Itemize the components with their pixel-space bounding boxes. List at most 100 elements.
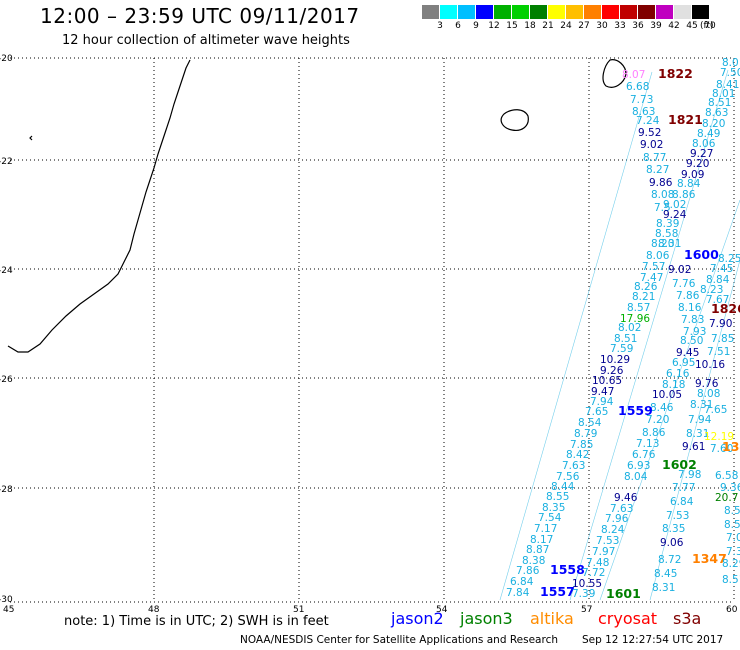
colorbar-label: 42 xyxy=(668,21,680,31)
wave-height-label: 8.44 xyxy=(551,481,575,493)
wave-height-label: 7.76 xyxy=(672,278,696,290)
wave-height-label: 7.86 xyxy=(516,565,540,577)
colorbar-label: 12 xyxy=(488,21,500,31)
wave-height-label: 8.17 xyxy=(530,534,553,546)
wave-height-label: 7.97 xyxy=(592,546,615,558)
wave-height-label: 7.65 xyxy=(585,406,608,418)
wave-height-label: 8.0 xyxy=(722,57,739,69)
wave-height-label: 8.63 xyxy=(632,106,655,118)
wave-height-label: 9.86 xyxy=(649,177,673,189)
wave-height-label: 9.24 xyxy=(663,209,687,221)
legend-item-jason2: jason2 xyxy=(391,609,444,628)
grid-lines xyxy=(10,58,734,602)
wave-height-label: 9.46 xyxy=(614,492,638,504)
wave-height-label: 10.29 xyxy=(600,354,630,366)
wave-height-label: 8.86 xyxy=(642,427,666,439)
wave-height-label: 8.06 xyxy=(646,250,670,262)
wave-height-label: 7.5 xyxy=(654,202,671,214)
wave-height-label: 9.26 xyxy=(600,365,624,377)
latitude-label: -28 xyxy=(0,485,13,495)
wave-height-label: 7.90 xyxy=(709,318,732,330)
wave-height-label: 8.84 xyxy=(706,274,730,286)
wave-height-label: 8.39 xyxy=(656,218,679,230)
colorbar-label: 36 xyxy=(632,21,644,31)
wave-height-label: 8.06 xyxy=(692,138,716,150)
wave-height-label: 8.45 xyxy=(654,568,677,580)
longitude-labels: 45 48 51 54 57 60 xyxy=(3,605,738,615)
colorbar-label: 39 xyxy=(650,21,662,31)
wave-height-label: 7.83 xyxy=(681,314,704,326)
wave-height-label: 1600 xyxy=(684,247,719,262)
wave-height-label: 6.76 xyxy=(632,449,656,461)
wave-height-label: 8.57 xyxy=(627,302,650,314)
colorbar-cell xyxy=(656,5,674,19)
wave-height-label: 8.18 xyxy=(662,379,685,391)
wave-height-label: 7.53 xyxy=(596,535,619,547)
wave-height-label: 1602 xyxy=(662,457,697,472)
wave-height-label: 1826 xyxy=(711,301,740,316)
colorbar-label: 18 xyxy=(524,21,536,31)
longitude-label: 57 xyxy=(581,605,592,615)
wave-height-labels: 8.07.5018228.078.416.688.017.738.518.638… xyxy=(506,57,740,601)
wave-height-label: 8.31 xyxy=(652,582,675,594)
wave-height-label: 8.20 xyxy=(702,118,725,130)
wave-height-label: 7.94 xyxy=(590,396,614,408)
wave-height-label: 7.17 xyxy=(534,523,557,535)
wave-height-label: 7.51 xyxy=(707,346,730,358)
wave-height-label: 8.55 xyxy=(546,491,569,503)
colorbar-cell xyxy=(440,5,458,19)
wave-height-label: 6.16 xyxy=(666,368,690,380)
map-title: 12:00 – 23:59 UTC 09/11/2017 xyxy=(40,4,360,28)
wave-height-label: 1559 xyxy=(618,403,653,418)
wave-height-label: 8.31 xyxy=(686,428,709,440)
wave-height-label: 6.95 xyxy=(672,357,695,369)
longitude-label: 60 xyxy=(726,605,738,615)
wave-height-label: 7.84 xyxy=(506,587,530,599)
map-subtitle: 12 hour collection of altimeter wave hei… xyxy=(62,33,350,48)
wave-height-label: 7.20 xyxy=(646,414,669,426)
wave-height-label: 12.19 xyxy=(704,431,734,443)
wave-height-label: 7.63 xyxy=(610,503,633,515)
wave-height-label: 7.63 xyxy=(562,460,585,472)
latitude-labels: -20 -22 -24 -26 -28 -30 xyxy=(0,54,13,605)
wave-height-label: 9.27 xyxy=(690,148,713,160)
colorbar-label: 33 xyxy=(614,21,626,31)
wave-height-label: 7.60 xyxy=(710,443,733,455)
wave-height-label: 10.55 xyxy=(572,578,602,590)
wave-height-label: 7.56 xyxy=(556,471,580,483)
wave-height-label: 8.5 xyxy=(724,505,740,517)
wave-height-label: 7.47 xyxy=(640,272,663,284)
wave-height-label: 8.08 xyxy=(697,388,720,400)
colorbar-cell xyxy=(620,5,638,19)
colorbar-cell xyxy=(422,5,440,19)
wave-height-label: 6.84 xyxy=(670,496,694,508)
colorbar xyxy=(422,5,710,19)
wave-height-label: 8.51 xyxy=(614,333,637,345)
wave-height-label: 8.41 xyxy=(716,79,739,91)
wave-height-label: 1558 xyxy=(550,562,585,577)
map-note: note: 1) Time is in UTC; 2) SWH is in fe… xyxy=(64,614,329,629)
wave-height-label: 8.77 xyxy=(643,152,666,164)
wave-height-label: 7.53 xyxy=(666,510,689,522)
wave-height-label: 8.51 xyxy=(708,97,731,109)
wave-height-label: 9.76 xyxy=(695,378,719,390)
colorbar-label: 21 xyxy=(542,21,554,31)
wave-height-label: 9.52 xyxy=(638,127,661,139)
wave-height-label: 8.63 xyxy=(705,107,728,119)
colorbar-label: 27 xyxy=(578,21,590,31)
wave-height-label: 7.45 xyxy=(710,263,733,275)
colorbar-cell xyxy=(674,5,692,19)
wave-height-label: 8.72 xyxy=(658,554,681,566)
wave-height-label: 8.46 xyxy=(650,402,674,414)
wave-height-label: 9.09 xyxy=(681,169,704,181)
wave-height-label: 7.39 xyxy=(572,588,595,600)
colorbar-cell xyxy=(458,5,476,19)
wave-height-label: 7.32 xyxy=(726,546,740,558)
wave-height-label: 8.42 xyxy=(566,449,589,461)
wave-height-label: 8.23 xyxy=(700,284,723,296)
wave-height-label: 6.93 xyxy=(627,460,650,472)
wave-height-label: 8.04 xyxy=(624,471,648,483)
latitude-label: -22 xyxy=(0,157,13,167)
legend-item-jason3: jason3 xyxy=(460,609,513,628)
wave-height-label: 1822 xyxy=(658,66,693,81)
